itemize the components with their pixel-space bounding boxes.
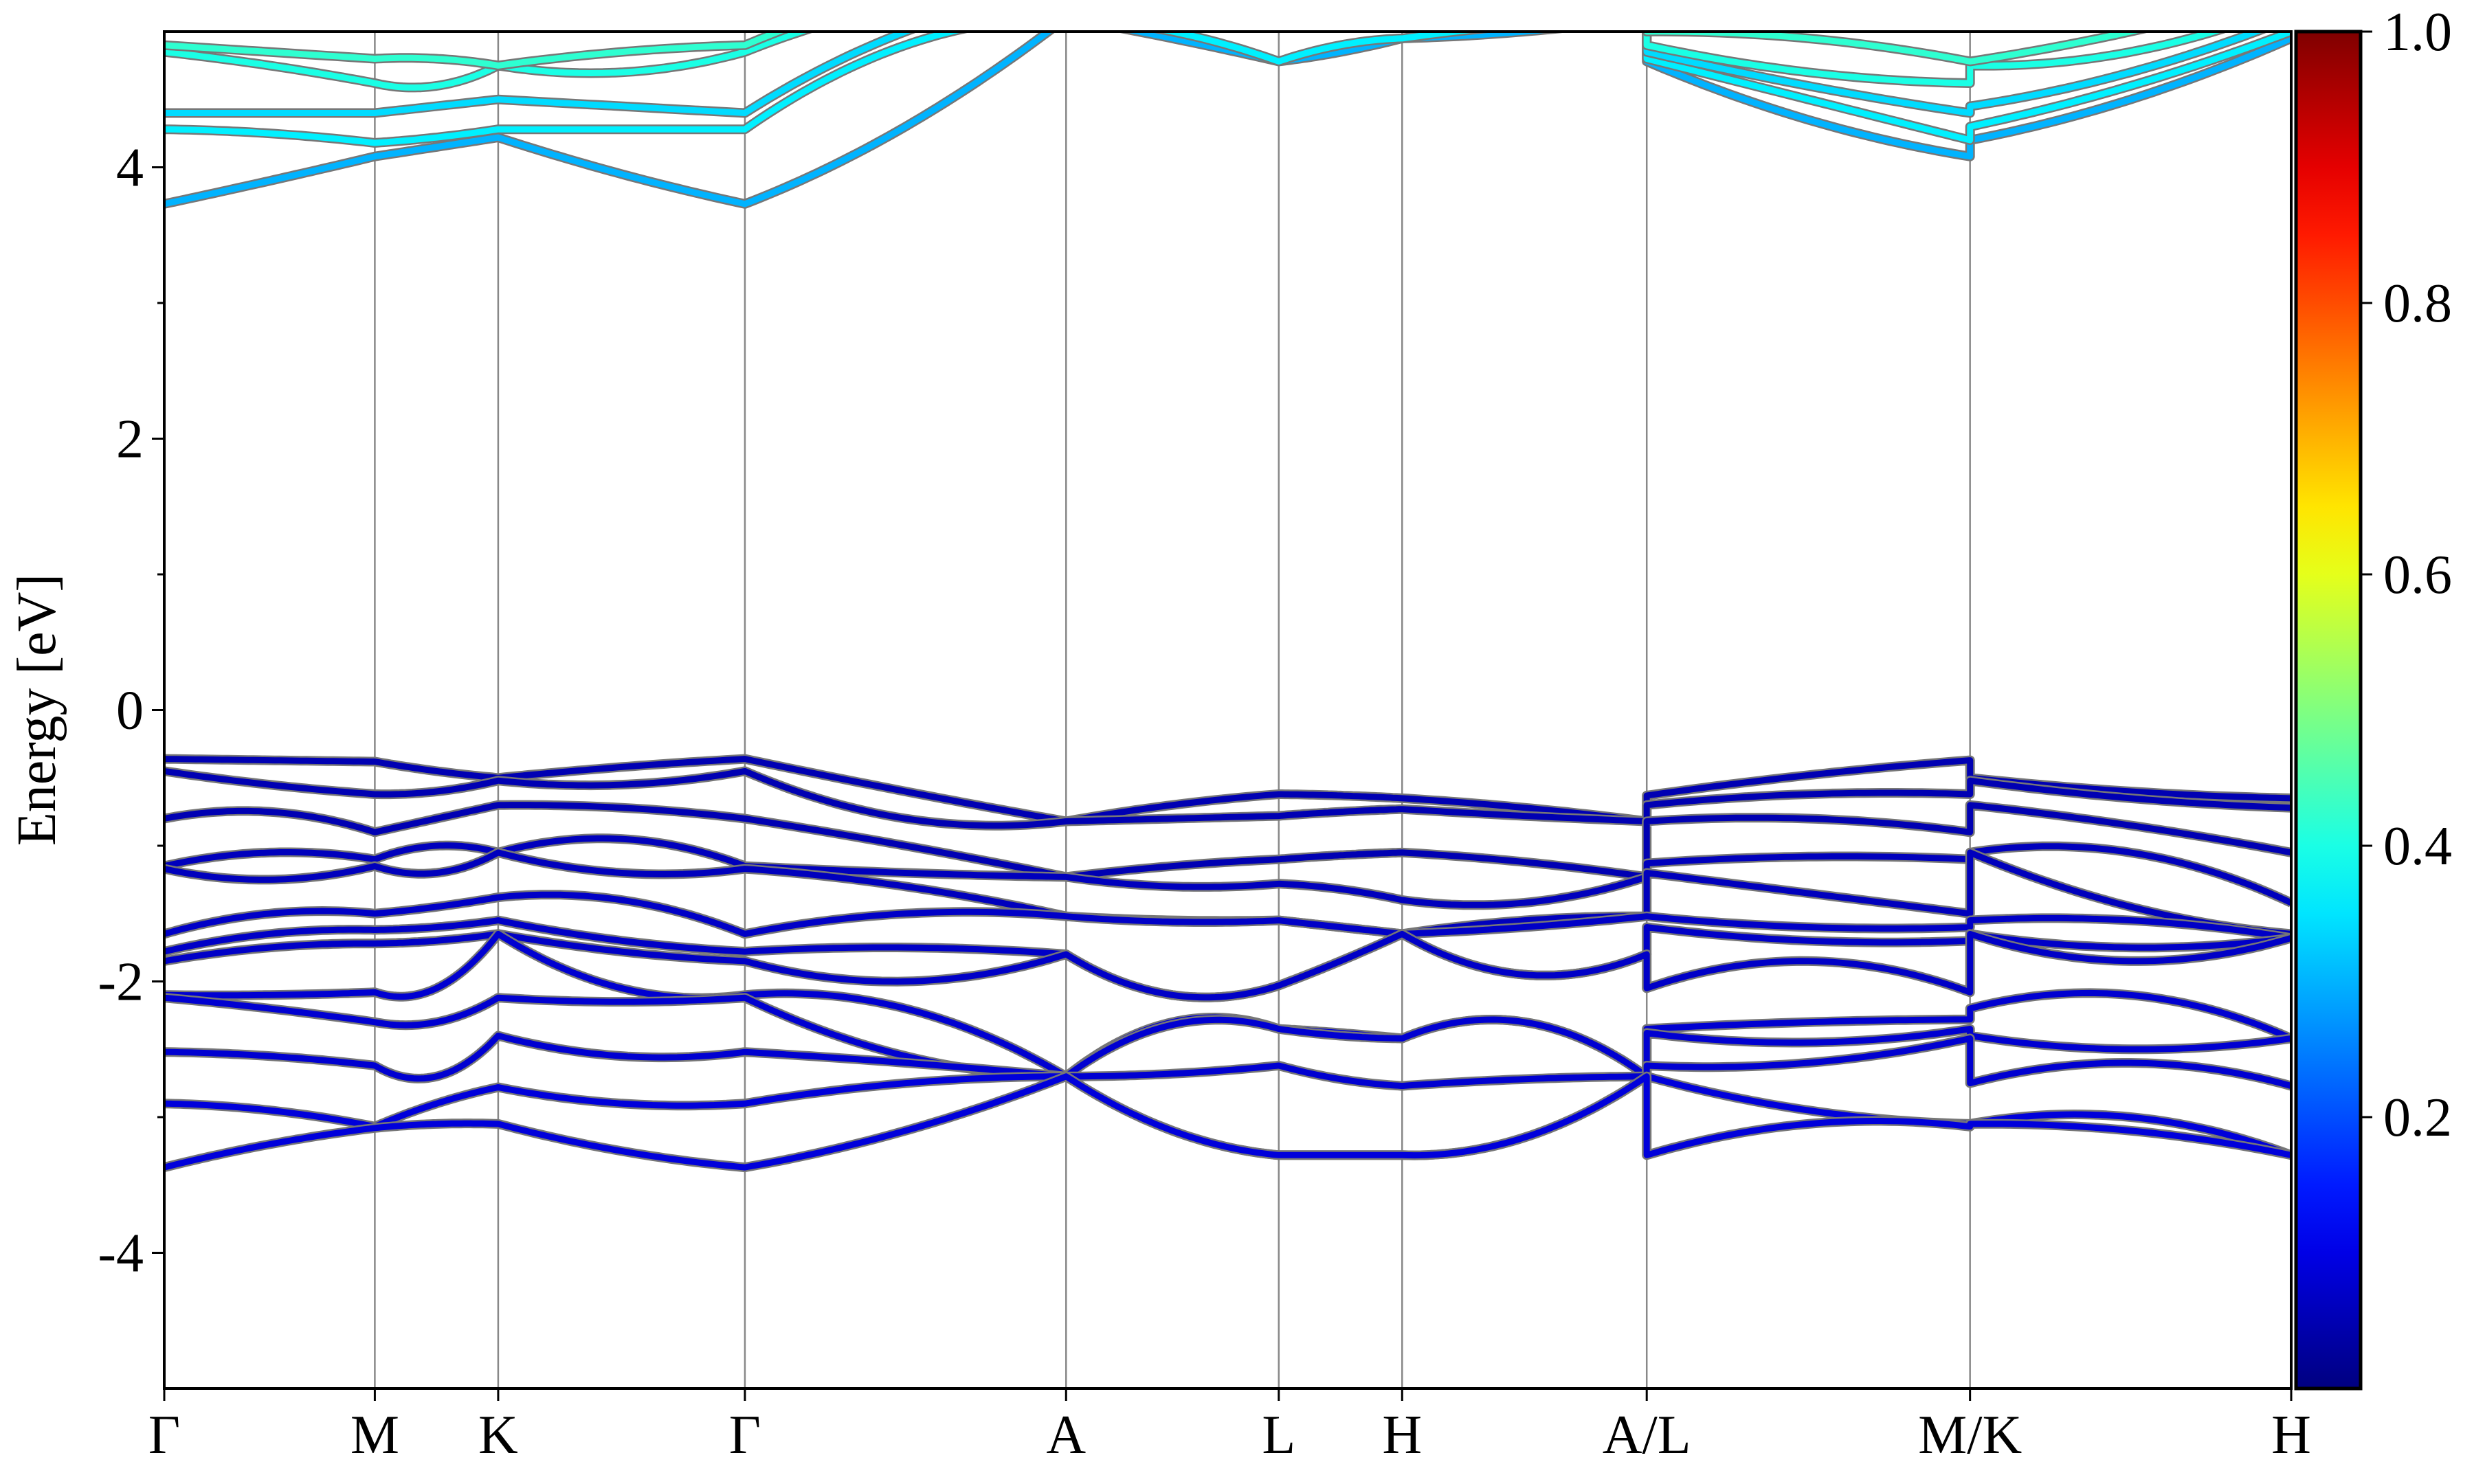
y-tick-label: -2 [98, 952, 144, 1013]
valence-band [164, 756, 2291, 824]
x-tick-label: M/K [1918, 1405, 2022, 1465]
conduction-band [164, 32, 2146, 69]
colorbar [2294, 30, 2363, 1391]
y-tick-label: 2 [116, 409, 144, 470]
valence-band [164, 930, 2291, 1001]
valence-band [164, 1073, 2291, 1171]
colorbar-tick-label: 0.4 [2383, 816, 2452, 877]
colorbar-tick-label: 0.6 [2383, 545, 2452, 605]
valence-band [164, 1033, 2291, 1090]
x-tick-label: Γ [729, 1405, 761, 1465]
colorbar-ticks: 0.2 0.4 0.6 0.8 1.0 [2361, 2, 2452, 1148]
plot-frame [163, 30, 2293, 1390]
y-axis-label: Energy [eV] [7, 574, 67, 846]
conduction-band [164, 32, 2225, 91]
x-tick-label: H [2271, 1405, 2311, 1465]
x-tick-label: M [350, 1405, 399, 1465]
colorbar-tick-label: 0.8 [2383, 273, 2452, 334]
kpoint-gridlines [374, 32, 1971, 1389]
y-tick-label: -4 [98, 1224, 144, 1284]
colorbar-tick-label: 0.2 [2383, 1088, 2452, 1148]
x-tick-label: K [478, 1405, 518, 1465]
conduction-band [164, 32, 2291, 207]
y-tick-label: 0 [116, 681, 144, 741]
colorbar-tick-label: 1.0 [2383, 2, 2452, 63]
y-tick-label: 4 [116, 138, 144, 199]
valence-band [164, 994, 2291, 1080]
valence-band [164, 891, 2291, 941]
x-tick-label: A [1046, 1405, 1086, 1465]
bands [164, 32, 2291, 1173]
valence-band [164, 802, 2291, 880]
valence-band [164, 767, 2291, 829]
y-axis: -4 -2 0 2 4 [98, 138, 164, 1284]
x-tick-label: Γ [148, 1405, 180, 1465]
x-tick-label: H [1382, 1405, 1422, 1465]
x-tick-label: A/L [1603, 1405, 1691, 1465]
x-tick-label: L [1262, 1405, 1295, 1465]
x-axis: Γ M K Γ A L H A/L M/K H [148, 1389, 2311, 1465]
valence-band [164, 835, 2291, 908]
conduction-band [164, 32, 2265, 116]
